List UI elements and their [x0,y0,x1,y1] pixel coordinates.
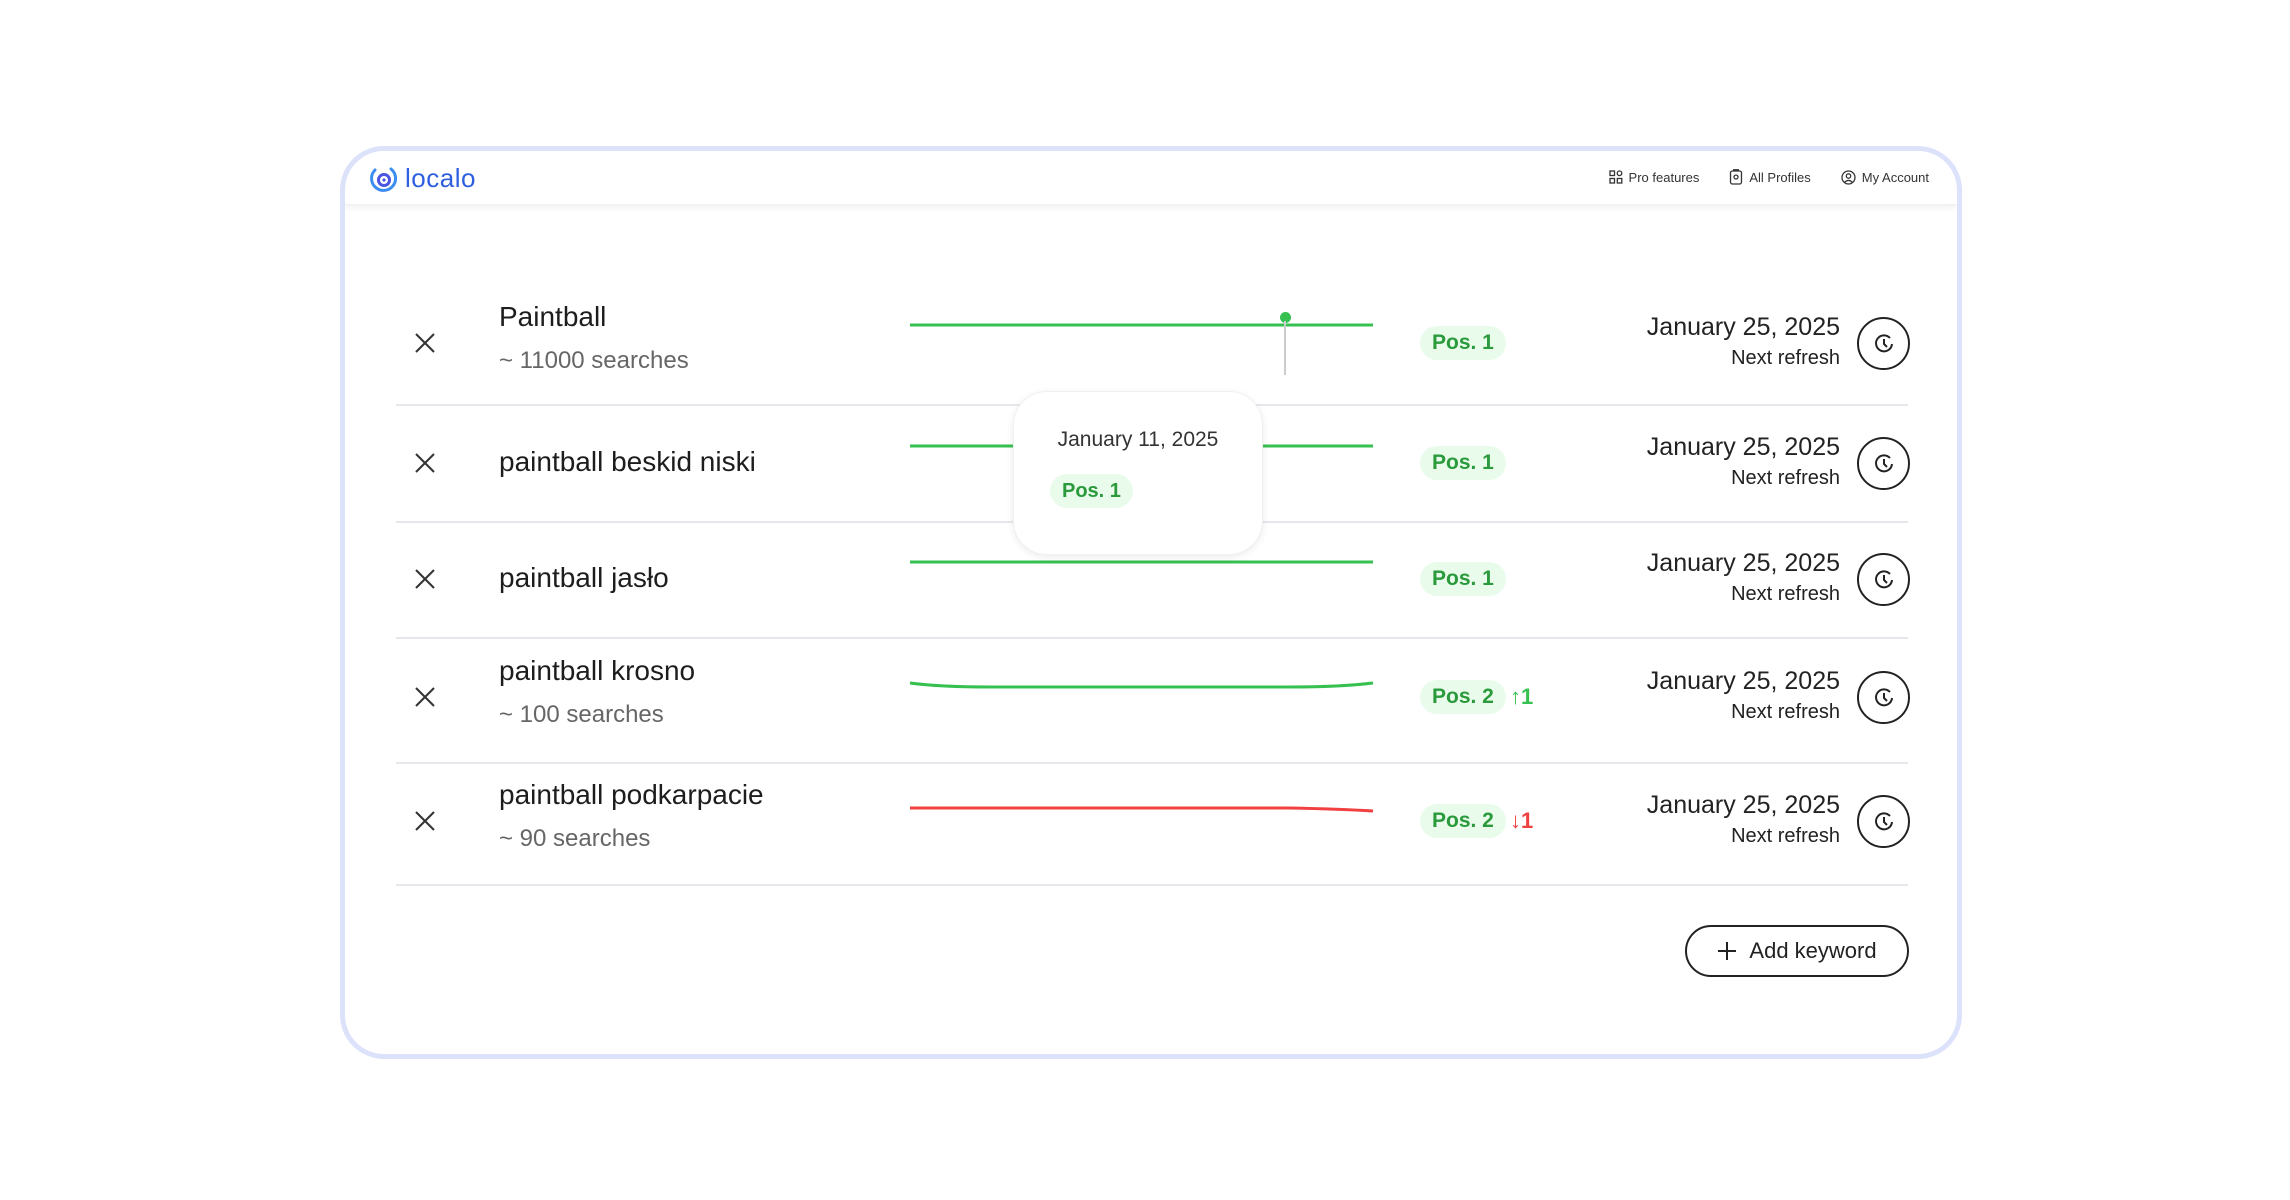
chart-tooltip: January 11, 2025 Pos. 1 [1013,391,1263,555]
plus-icon [1718,942,1737,960]
refresh-date: January 25, 2025 [1646,433,1840,461]
remove-keyword-icon[interactable] [413,809,437,833]
refresh-date: January 25, 2025 [1646,549,1840,577]
clock-refresh-icon [1874,687,1893,706]
clock-refresh-icon [1874,453,1893,472]
tooltip-position-badge: Pos. 1 [1050,474,1133,508]
add-keyword-label: Add keyword [1749,938,1877,963]
nav-label: My Account [1861,169,1929,185]
remove-keyword-icon[interactable] [413,451,437,475]
refresh-button[interactable] [1857,437,1910,490]
remove-keyword-icon[interactable] [413,567,437,591]
refresh-date: January 25, 2025 [1646,791,1840,819]
keyword-name: paintball krosno [499,655,696,686]
position-badge: Pos. 1 [1420,446,1506,480]
nav-pro-features[interactable]: Pro features [1608,169,1700,185]
hover-guide-line [1284,321,1286,375]
next-refresh-label: Next refresh [1731,701,1840,723]
next-refresh-label: Next refresh [1731,467,1840,489]
row-divider [396,762,1908,764]
position-badge: Pos. 2 [1420,680,1506,714]
position-change: ↓1 [1510,808,1534,833]
refresh-date: January 25, 2025 [1646,667,1840,695]
row-divider [396,884,1908,886]
sparkline-path [910,806,1374,813]
position-sparkline[interactable] [910,312,1373,342]
position-sparkline[interactable] [909,671,1374,701]
next-refresh-label: Next refresh [1731,825,1840,847]
position-sparkline[interactable] [910,795,1374,825]
next-refresh-label: Next refresh [1731,583,1840,605]
position-change: ↑1 [1510,684,1534,709]
position-badge: Pos. 1 [1420,562,1506,596]
nav-all-profiles[interactable]: All Profiles [1729,169,1811,185]
refresh-button[interactable] [1857,317,1910,370]
nav-label: Pro features [1628,169,1700,185]
refresh-button[interactable] [1857,671,1910,724]
search-volume: ~ 100 searches [499,701,664,728]
search-volume: ~ 11000 searches [499,347,689,374]
next-refresh-label: Next refresh [1731,347,1840,369]
refresh-button[interactable] [1857,795,1910,848]
clock-refresh-icon [1874,811,1893,830]
sparkline-path [909,681,1374,689]
clock-refresh-icon [1874,569,1893,588]
hover-point [1280,312,1291,323]
search-volume: ~ 90 searches [499,825,651,852]
row-divider [396,637,1908,639]
keyword-tracker-card: localo Pro features All Profiles My Acco… [340,146,1962,1059]
keyword-name: Paintball [499,301,607,332]
logo-text: localo [405,163,476,193]
keyword-name: paintball jasło [499,562,669,593]
top-bar: localo Pro features All Profiles My Acco… [345,151,1957,205]
profile-card-icon [1730,169,1743,185]
position-sparkline[interactable] [910,549,1373,579]
keyword-name: paintball beskid niski [499,446,756,477]
top-nav: Pro features All Profiles My Account [1608,169,1929,185]
localo-logo-icon [370,167,398,192]
keyword-name: paintball podkarpacie [499,779,764,810]
nav-my-account[interactable]: My Account [1841,169,1929,185]
add-keyword-button[interactable]: Add keyword [1685,925,1909,977]
grid-icon [1608,170,1622,184]
refresh-button[interactable] [1857,553,1910,606]
position-badge: Pos. 1 [1420,326,1506,360]
logo[interactable]: localo [369,163,476,194]
position-badge: Pos. 2 [1420,804,1506,838]
tooltip-date: January 11, 2025 [1057,428,1219,451]
refresh-date: January 25, 2025 [1646,313,1840,341]
clock-refresh-icon [1874,333,1893,352]
user-circle-icon [1841,169,1856,185]
nav-label: All Profiles [1749,169,1811,185]
remove-keyword-icon[interactable] [413,685,437,709]
remove-keyword-icon[interactable] [413,331,437,355]
